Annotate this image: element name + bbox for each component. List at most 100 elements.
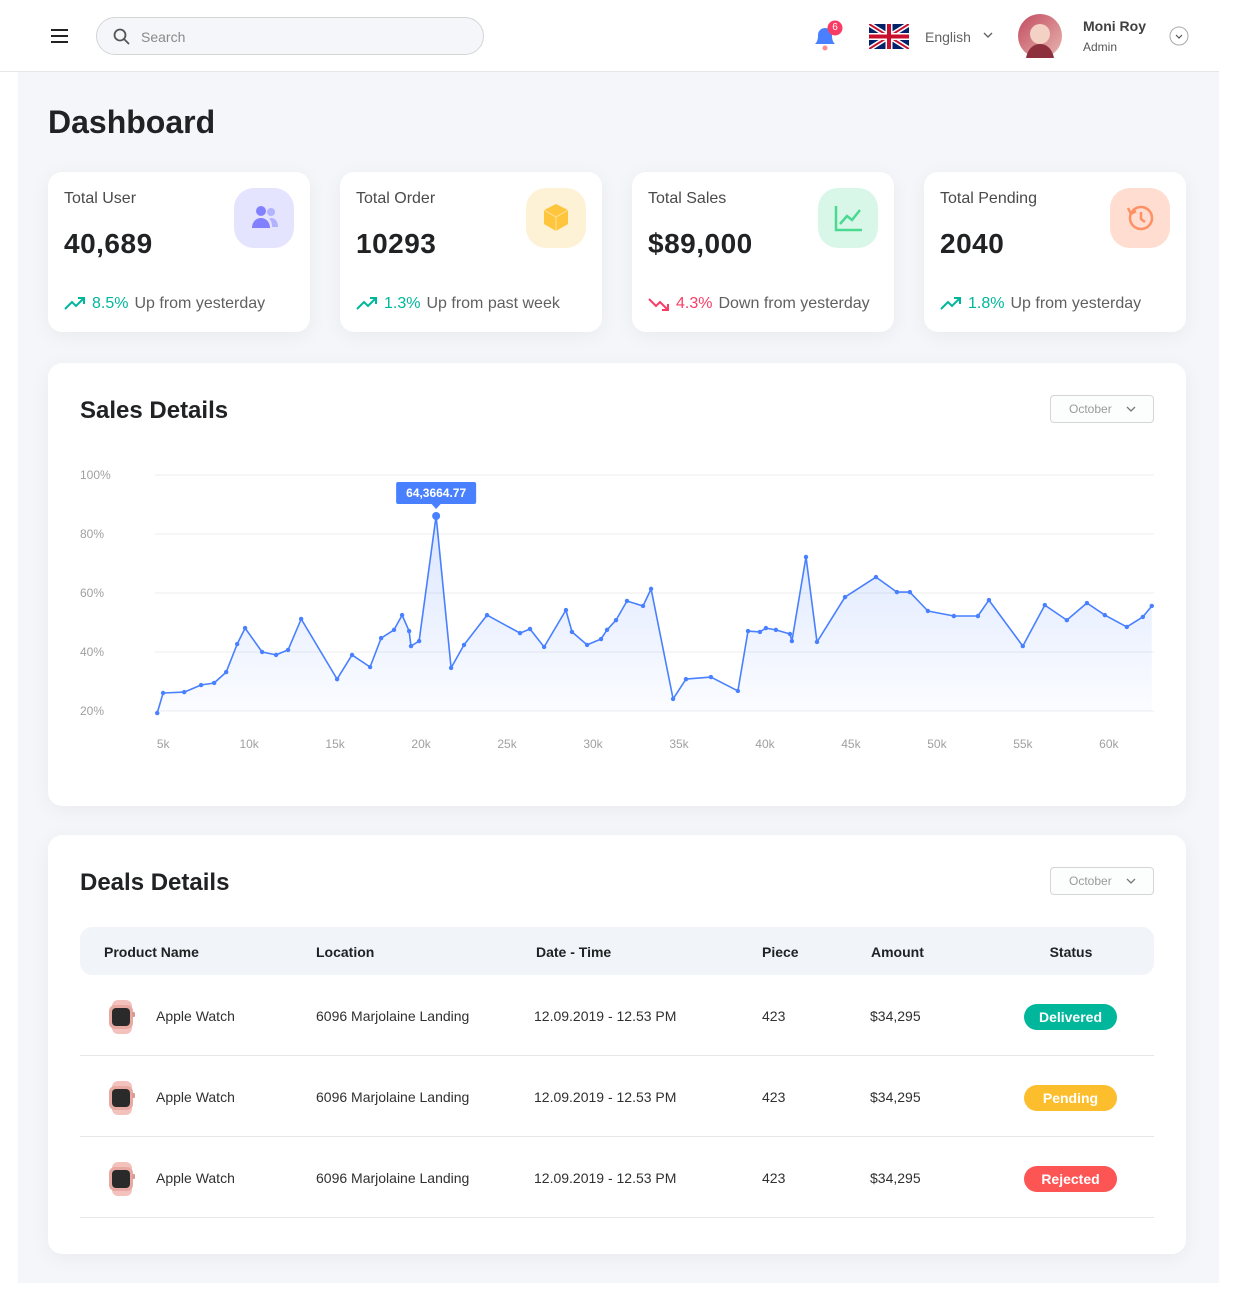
- search-placeholder: Search: [141, 29, 186, 45]
- highlight-point: [432, 512, 441, 521]
- trend-text: Up from yesterday: [1010, 295, 1142, 312]
- stat-icon: [234, 188, 294, 248]
- data-point: [391, 627, 397, 633]
- search-box[interactable]: Search: [96, 17, 484, 55]
- icon-glyph: [252, 206, 278, 228]
- data-point: [640, 603, 646, 609]
- user-avatar[interactable]: [1018, 14, 1062, 58]
- stat-value: 10293: [356, 228, 437, 259]
- trend-percent: 4.3%: [676, 295, 713, 312]
- x-tick-label: 60k: [1099, 737, 1119, 751]
- tooltip-box: [396, 482, 477, 505]
- stat-trend: 4.3% Down from yesterday: [648, 295, 870, 313]
- x-tick-label: 10k: [239, 737, 259, 751]
- y-tick-label: 40%: [80, 645, 104, 659]
- data-point: [155, 710, 160, 716]
- data-point: [604, 627, 610, 633]
- watch-icon: [109, 1162, 135, 1196]
- data-point: [541, 644, 547, 650]
- sales-area: [157, 516, 1152, 714]
- x-tick-label: 55k: [1013, 737, 1033, 751]
- data-point: [907, 589, 913, 595]
- data-point: [334, 676, 340, 682]
- data-point: [349, 652, 355, 658]
- x-tick-label: 35k: [669, 737, 689, 751]
- data-point: [683, 676, 689, 682]
- stat-icon: [1110, 188, 1170, 248]
- y-tick-label: 80%: [80, 527, 104, 541]
- trend-icon: [356, 297, 377, 310]
- data-point: [598, 636, 604, 642]
- stat-title: Total User: [64, 190, 137, 207]
- date-time: 12.09.2019 - 12.53 PM: [534, 1170, 677, 1186]
- data-point: [1064, 617, 1070, 623]
- language-chevron[interactable]: [983, 31, 993, 39]
- data-point: [448, 665, 454, 671]
- x-tick-label: 15k: [325, 737, 345, 751]
- data-point: [745, 628, 751, 634]
- data-point: [408, 643, 414, 649]
- notification-bell[interactable]: [812, 20, 846, 52]
- trend-text: Down from yesterday: [718, 295, 870, 312]
- data-point: [461, 642, 467, 648]
- trend-icon: [64, 297, 85, 310]
- stat-card: Total Sales $89,000 4.3% Down from yesterda…: [632, 172, 894, 332]
- stat-value: 2040: [940, 228, 1005, 259]
- trend-icon: [648, 298, 669, 311]
- menu-button[interactable]: [50, 28, 70, 44]
- trend-text: Up from past week: [426, 295, 560, 312]
- stat-trend: 1.8% Up from yesterday: [940, 295, 1141, 313]
- data-point: [670, 696, 676, 702]
- data-point: [1140, 614, 1146, 620]
- stat-value: $89,000: [648, 228, 753, 259]
- piece: 423: [762, 1089, 786, 1105]
- data-point: [182, 689, 187, 695]
- filter-chevron: [1126, 878, 1136, 884]
- data-point: [259, 649, 265, 655]
- row-divider: [80, 1055, 1154, 1056]
- top-bar: Search 6 English Moni Roy Admin: [0, 0, 1219, 72]
- trend-text: Up from yesterday: [134, 295, 266, 312]
- data-point: [951, 613, 957, 619]
- sales-card: Sales Details October 20% 40% 60% 80% 100% 5k…: [48, 363, 1186, 806]
- profile-menu[interactable]: [1169, 26, 1189, 46]
- y-tick-label: 20%: [80, 704, 104, 718]
- language-select[interactable]: English: [925, 29, 971, 45]
- data-point: [484, 612, 490, 618]
- y-tick-label: 100%: [80, 468, 111, 482]
- deals-month-filter[interactable]: October: [1050, 867, 1154, 895]
- data-point: [803, 554, 809, 560]
- stat-trend: 1.3% Up from past week: [356, 295, 560, 313]
- row-divider: [80, 1217, 1154, 1218]
- stat-title: Total Sales: [648, 190, 727, 207]
- data-point: [763, 625, 769, 631]
- x-tick-label: 20k: [411, 737, 431, 751]
- data-point: [223, 669, 229, 675]
- location: 6096 Marjolaine Landing: [316, 1008, 470, 1024]
- data-point: [613, 617, 619, 623]
- data-point: [160, 690, 166, 696]
- product-name: Apple Watch: [156, 1170, 235, 1186]
- data-point: [234, 641, 240, 647]
- y-tick-label: 60%: [80, 586, 104, 600]
- trend-percent: 1.8%: [968, 295, 1005, 312]
- data-point: [735, 688, 741, 694]
- stat-trend: 8.5% Up from yesterday: [64, 295, 265, 313]
- x-tick-label: 30k: [583, 737, 603, 751]
- column-header: Piece: [762, 944, 799, 960]
- data-point: [789, 638, 795, 644]
- stat-value: 40,689: [64, 228, 153, 259]
- column-header: Date - Time: [536, 944, 612, 960]
- data-point: [569, 629, 575, 635]
- data-point: [285, 647, 291, 653]
- data-point: [648, 586, 654, 592]
- sales-month-filter[interactable]: October: [1050, 395, 1154, 423]
- data-point: [563, 607, 569, 613]
- data-point: [584, 642, 590, 648]
- data-point: [873, 574, 879, 580]
- data-point: [517, 630, 523, 636]
- stat-card: Total User 40,689 8.5% Up from yesterday: [48, 172, 310, 332]
- sales-title: Sales Details: [80, 397, 229, 424]
- page-title: Dashboard: [48, 104, 216, 140]
